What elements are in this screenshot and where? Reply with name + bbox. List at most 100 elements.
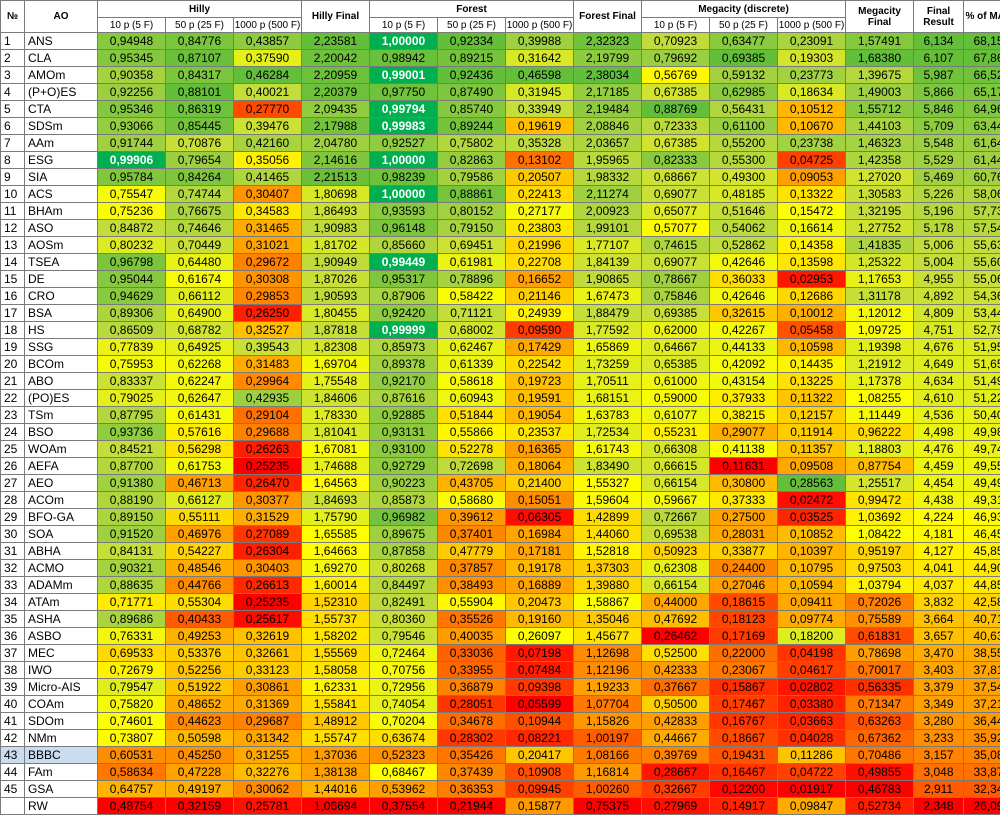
cell-megacity-1000p: 0,02953	[778, 271, 846, 288]
cell-forest-10p: 0,72956	[370, 679, 438, 696]
cell-megacity-10p: 0,66615	[642, 458, 710, 475]
cell-forest-1000p: 0,22708	[506, 254, 574, 271]
cell-hilly-10p: 0,89306	[98, 305, 166, 322]
cell-forest-1000p: 0,06305	[506, 509, 574, 526]
cell-final-result: 5,529	[914, 152, 964, 169]
cell-final-result: 4,536	[914, 407, 964, 424]
cell-forest-final: 2,19799	[574, 50, 642, 67]
cell-megacity-1000p: 0,23091	[778, 33, 846, 50]
cell-hilly-50p: 0,84317	[166, 67, 234, 84]
cell-megacity-10p: 0,78667	[642, 271, 710, 288]
cell-megacity-final: 1,18803	[846, 441, 914, 458]
cell-final-result: 5,226	[914, 186, 964, 203]
cell-megacity-1000p: 0,10852	[778, 526, 846, 543]
cell-megacity-1000p: 0,04725	[778, 152, 846, 169]
cell-megacity-final: 0,56335	[846, 679, 914, 696]
cell-hilly-50p: 0,46976	[166, 526, 234, 543]
cell-hilly-50p: 0,85445	[166, 118, 234, 135]
algorithm-name: AAm	[25, 135, 98, 152]
cell-forest-10p: 0,99794	[370, 101, 438, 118]
row-number: 33	[1, 577, 25, 594]
cell-megacity-1000p: 0,09053	[778, 169, 846, 186]
cell-final-result: 4,459	[914, 458, 964, 475]
cell-megacity-10p: 0,42333	[642, 662, 710, 679]
cell-megacity-50p: 0,42267	[710, 322, 778, 339]
cell-hilly-final: 1,81041	[302, 424, 370, 441]
header-forest-final: Forest Final	[574, 1, 642, 33]
cell-forest-10p: 0,85973	[370, 339, 438, 356]
cell-forest-10p: 0,89675	[370, 526, 438, 543]
cell-megacity-final: 1,11449	[846, 407, 914, 424]
cell-hilly-1000p: 0,30062	[234, 781, 302, 798]
cell-megacity-50p: 0,33877	[710, 543, 778, 560]
cell-final-result: 4,955	[914, 271, 964, 288]
cell-megacity-10p: 0,70923	[642, 33, 710, 50]
cell-megacity-10p: 0,37667	[642, 679, 710, 696]
header-forest: Forest	[370, 1, 574, 18]
cell-megacity-1000p: 0,10598	[778, 339, 846, 356]
cell-pct-max: 55,06	[964, 271, 1000, 288]
cell-forest-50p: 0,62467	[438, 339, 506, 356]
cell-megacity-final: 1,09725	[846, 322, 914, 339]
cell-megacity-final: 1,17653	[846, 271, 914, 288]
cell-megacity-50p: 0,49300	[710, 169, 778, 186]
cell-hilly-10p: 0,84131	[98, 543, 166, 560]
cell-pct-max: 66,52	[964, 67, 1000, 84]
cell-megacity-50p: 0,14917	[710, 798, 778, 815]
cell-megacity-1000p: 0,04198	[778, 645, 846, 662]
cell-hilly-50p: 0,49253	[166, 628, 234, 645]
cell-megacity-final: 1,03794	[846, 577, 914, 594]
cell-forest-50p: 0,55866	[438, 424, 506, 441]
cell-megacity-final: 0,96222	[846, 424, 914, 441]
cell-pct-max: 32,34	[964, 781, 1000, 798]
cell-pct-max: 36,44	[964, 713, 1000, 730]
cell-pct-max: 67,86	[964, 50, 1000, 67]
cell-forest-1000p: 0,13102	[506, 152, 574, 169]
cell-megacity-10p: 0,88769	[642, 101, 710, 118]
cell-megacity-1000p: 0,03663	[778, 713, 846, 730]
cell-forest-10p: 0,96982	[370, 509, 438, 526]
cell-megacity-final: 1,25322	[846, 254, 914, 271]
algorithm-name: SSG	[25, 339, 98, 356]
cell-megacity-final: 1,19398	[846, 339, 914, 356]
cell-megacity-10p: 0,66154	[642, 475, 710, 492]
cell-final-result: 6,107	[914, 50, 964, 67]
cell-forest-50p: 0,82863	[438, 152, 506, 169]
cell-final-result: 3,048	[914, 764, 964, 781]
algorithm-name: ATAm	[25, 594, 98, 611]
algorithm-name: TSEA	[25, 254, 98, 271]
cell-forest-final: 1,70511	[574, 373, 642, 390]
cell-hilly-50p: 0,88101	[166, 84, 234, 101]
cell-hilly-final: 2,04780	[302, 135, 370, 152]
cell-final-result: 5,548	[914, 135, 964, 152]
cell-hilly-final: 1,55737	[302, 611, 370, 628]
cell-megacity-final: 1,42358	[846, 152, 914, 169]
row-number: 31	[1, 543, 25, 560]
cell-forest-final: 1,07704	[574, 696, 642, 713]
header-hilly-final-label: Hilly Final	[312, 11, 359, 22]
cell-megacity-50p: 0,52862	[710, 237, 778, 254]
cell-pct-max: 49,55	[964, 458, 1000, 475]
cell-megacity-10p: 0,66308	[642, 441, 710, 458]
cell-pct-max: 46,93	[964, 509, 1000, 526]
cell-forest-1000p: 0,07484	[506, 662, 574, 679]
cell-hilly-1000p: 0,31529	[234, 509, 302, 526]
cell-megacity-final: 0,63263	[846, 713, 914, 730]
cell-megacity-final: 0,95197	[846, 543, 914, 560]
cell-forest-10p: 0,70756	[370, 662, 438, 679]
cell-final-result: 4,041	[914, 560, 964, 577]
cell-pct-max: 68,15	[964, 33, 1000, 50]
cell-forest-10p: 0,68467	[370, 764, 438, 781]
cell-megacity-10p: 0,72333	[642, 118, 710, 135]
cell-megacity-1000p: 0,04722	[778, 764, 846, 781]
cell-megacity-50p: 0,28031	[710, 526, 778, 543]
cell-forest-1000p: 0,08221	[506, 730, 574, 747]
cell-forest-1000p: 0,23803	[506, 220, 574, 237]
cell-hilly-1000p: 0,34583	[234, 203, 302, 220]
cell-hilly-1000p: 0,29672	[234, 254, 302, 271]
